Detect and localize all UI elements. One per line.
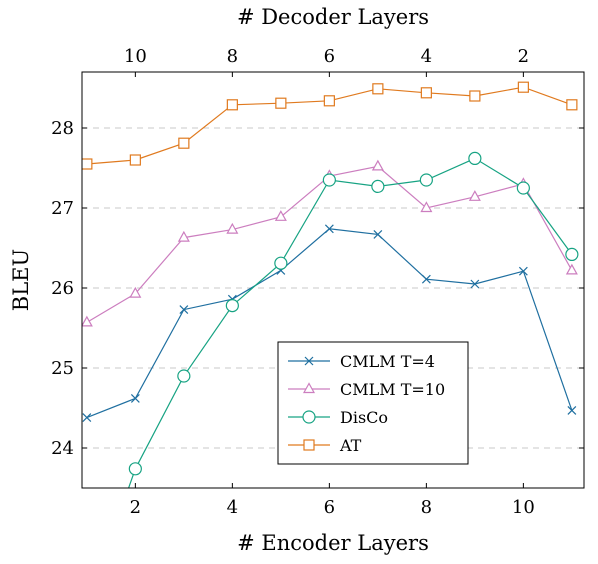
legend-item: DisCo bbox=[288, 408, 388, 427]
data-point bbox=[372, 83, 384, 95]
data-point bbox=[324, 224, 334, 234]
series-group bbox=[82, 81, 579, 530]
data-point bbox=[323, 95, 335, 107]
data-point bbox=[225, 299, 239, 313]
y-tick-label: 26 bbox=[51, 278, 74, 299]
data-point bbox=[373, 229, 383, 239]
data-point bbox=[129, 154, 141, 166]
data-point bbox=[371, 159, 384, 171]
data-point bbox=[226, 99, 238, 111]
data-point bbox=[566, 99, 578, 111]
series-line bbox=[127, 157, 573, 488]
data-point bbox=[567, 405, 577, 415]
data-point bbox=[274, 256, 288, 270]
data-point bbox=[420, 87, 432, 99]
data-point bbox=[177, 230, 190, 242]
legend-item: CMLM T=4 bbox=[288, 352, 435, 371]
x-tick-label: 8 bbox=[421, 497, 432, 518]
bottom-axis-title: # Encoder Layers bbox=[237, 531, 429, 555]
data-point bbox=[322, 173, 336, 187]
data-point bbox=[420, 201, 433, 213]
y-tick-label: 24 bbox=[51, 438, 74, 459]
data-point bbox=[565, 247, 579, 261]
data-point bbox=[517, 81, 529, 93]
legend-item: CMLM T=10 bbox=[288, 380, 445, 399]
data-point bbox=[302, 382, 316, 394]
plot-frame bbox=[81, 71, 585, 489]
top-axis-title: # Decoder Layers bbox=[237, 5, 429, 29]
data-point bbox=[469, 90, 481, 102]
x2-tick-label: 2 bbox=[518, 46, 529, 67]
series-at bbox=[82, 81, 578, 170]
series-disco bbox=[110, 151, 579, 530]
data-point bbox=[371, 179, 385, 193]
x2-tick-label: 10 bbox=[124, 46, 147, 67]
x2-tick-label: 8 bbox=[227, 46, 238, 67]
legend-label: DisCo bbox=[340, 408, 388, 427]
x2-tick-label: 6 bbox=[324, 46, 335, 67]
x-tick-label: 2 bbox=[130, 497, 141, 518]
data-point bbox=[110, 518, 122, 530]
y-axis-title: BLEU bbox=[9, 249, 33, 311]
data-point bbox=[82, 413, 92, 423]
legend-label: CMLM T=10 bbox=[340, 380, 445, 399]
data-point bbox=[275, 97, 287, 109]
legend-label: CMLM T=4 bbox=[340, 352, 435, 371]
data-point bbox=[274, 210, 287, 221]
x-tick-label: 6 bbox=[324, 497, 335, 518]
x-tick-label: 4 bbox=[227, 497, 238, 518]
data-point bbox=[128, 462, 142, 476]
grid bbox=[82, 127, 584, 449]
data-point bbox=[421, 274, 431, 284]
data-point bbox=[82, 315, 93, 327]
data-point bbox=[303, 439, 315, 451]
legend-label: AT bbox=[339, 436, 362, 455]
legend: CMLM T=4 CMLM T=10 DisCo AT bbox=[277, 341, 469, 465]
y-tick-label: 27 bbox=[51, 198, 74, 219]
series-line bbox=[86, 165, 573, 323]
x2-tick-label: 4 bbox=[421, 46, 432, 67]
data-point bbox=[516, 181, 530, 195]
data-point bbox=[304, 356, 314, 366]
data-point bbox=[468, 190, 481, 201]
data-point bbox=[177, 369, 191, 383]
data-point bbox=[226, 222, 239, 234]
y-tick-label: 28 bbox=[51, 118, 74, 139]
data-point bbox=[179, 305, 189, 315]
data-point bbox=[130, 393, 140, 403]
data-point bbox=[82, 158, 93, 170]
data-point bbox=[518, 266, 528, 276]
legend-item: AT bbox=[288, 436, 362, 455]
data-point bbox=[565, 263, 578, 275]
data-point bbox=[470, 279, 480, 289]
data-point bbox=[302, 410, 316, 424]
data-point bbox=[419, 173, 433, 187]
data-point bbox=[468, 151, 482, 165]
x-tick-label: 10 bbox=[512, 497, 535, 518]
y-tick-label: 25 bbox=[51, 358, 74, 379]
data-point bbox=[178, 137, 190, 149]
data-point bbox=[129, 286, 142, 298]
